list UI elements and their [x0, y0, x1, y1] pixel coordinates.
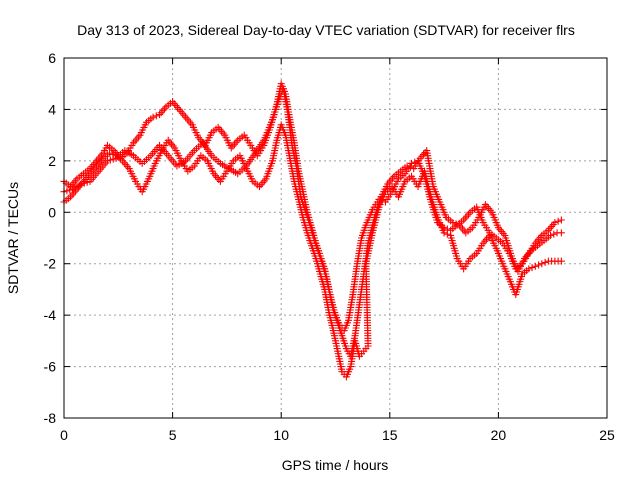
y-tick-label: -8	[44, 410, 57, 426]
data-point	[557, 229, 565, 237]
data-point	[535, 261, 543, 269]
data-point	[531, 262, 539, 270]
data-point	[557, 257, 565, 265]
x-tick-label: 10	[273, 427, 289, 443]
y-axis-label: SDTVAR / TECUs	[5, 182, 21, 294]
data-point	[66, 186, 74, 194]
series-trace	[60, 80, 565, 360]
data-point	[449, 219, 457, 227]
data-point	[106, 149, 114, 157]
data-point	[551, 219, 559, 227]
data-point	[541, 258, 549, 266]
data-point	[538, 260, 546, 268]
x-tick-label: 20	[491, 427, 507, 443]
series-trace	[60, 85, 565, 335]
x-tick-label: 0	[60, 427, 68, 443]
data-point	[557, 216, 565, 224]
data-point	[152, 112, 160, 120]
data-point	[149, 113, 157, 121]
data-point	[77, 180, 85, 188]
data-point	[554, 217, 562, 225]
data-point	[109, 155, 117, 163]
data-points	[60, 80, 565, 381]
y-tick-label: -6	[44, 359, 57, 375]
data-point	[375, 195, 383, 203]
data-point	[411, 158, 419, 166]
data-point	[408, 159, 416, 167]
x-tick-label: 25	[599, 427, 615, 443]
data-point	[550, 230, 558, 238]
y-tick-label: 4	[48, 101, 56, 117]
x-axis-label: GPS time / hours	[282, 457, 389, 473]
grid-lines	[64, 58, 607, 418]
data-point	[525, 265, 533, 273]
chart-title: Day 313 of 2023, Sidereal Day-to-day VTE…	[77, 22, 575, 38]
data-point	[83, 178, 91, 186]
data-point	[378, 197, 386, 205]
y-tick-label: -4	[44, 307, 57, 323]
axis-ticks: 0 5 10 15 20 25 -8 -6 -4 -2 0 2 4 6	[44, 50, 615, 443]
y-tick-label: 6	[48, 50, 56, 66]
data-point	[547, 231, 555, 239]
y-tick-label: -2	[44, 256, 57, 272]
data-point	[63, 187, 71, 195]
data-point	[103, 157, 111, 165]
data-point	[440, 224, 448, 232]
x-tick-label: 15	[382, 427, 398, 443]
plot-frame	[63, 57, 608, 419]
data-point	[106, 156, 114, 164]
y-tick-label: 2	[48, 153, 56, 169]
data-point	[80, 179, 88, 187]
x-tick-label: 5	[169, 427, 177, 443]
data-point	[528, 264, 536, 272]
y-tick-label: 0	[48, 204, 56, 220]
